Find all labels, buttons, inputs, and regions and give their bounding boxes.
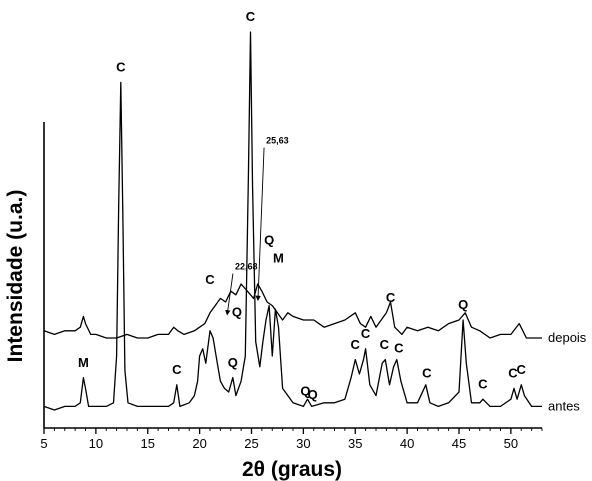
peak-label: C bbox=[422, 366, 432, 381]
x-tick-label: 10 bbox=[89, 436, 103, 451]
annotation-label: 25,63 bbox=[266, 136, 289, 146]
annotations: 22,68 25,63 bbox=[225, 136, 289, 316]
peak-label: C bbox=[394, 340, 404, 355]
peak-label: C bbox=[116, 60, 126, 75]
peak-label: C bbox=[517, 362, 527, 377]
peak-label: C bbox=[246, 9, 256, 24]
series-layer: antes depois bbox=[43, 31, 587, 413]
peak-label: Q bbox=[458, 297, 468, 312]
y-axis-title: Intensidade (u.a.) bbox=[4, 190, 27, 363]
axes: 5 10 15 20 25 30 35 40 45 50 bbox=[40, 122, 543, 451]
series-label-depois: depois bbox=[548, 330, 587, 345]
peak-label: Q bbox=[300, 384, 310, 399]
peak-label: C bbox=[478, 376, 488, 391]
x-axis-title: 2θ (graus) bbox=[242, 458, 342, 481]
annotation-arrow bbox=[225, 273, 234, 316]
annotation-label: 22,68 bbox=[235, 262, 258, 272]
x-tick-label: 15 bbox=[141, 436, 155, 451]
x-tick-label: 35 bbox=[348, 436, 362, 451]
x-tick-label: 50 bbox=[504, 436, 518, 451]
x-tick-label: 5 bbox=[40, 436, 47, 451]
peak-label: M bbox=[273, 250, 284, 265]
peak-label: Q bbox=[264, 232, 274, 247]
x-ticks: 5 10 15 20 25 30 35 40 45 50 bbox=[40, 428, 543, 451]
x-tick-label: 40 bbox=[400, 436, 414, 451]
peak-label: Q bbox=[228, 355, 238, 370]
x-tick-label: 45 bbox=[452, 436, 466, 451]
x-tick-label: 25 bbox=[244, 436, 258, 451]
peak-label: M bbox=[78, 355, 89, 370]
peak-label: Q bbox=[308, 387, 318, 402]
x-tick-label: 20 bbox=[192, 436, 206, 451]
series-line-depois bbox=[43, 283, 542, 339]
peak-label: C bbox=[172, 362, 182, 377]
annotation-arrow bbox=[255, 147, 265, 302]
peak-label: C bbox=[386, 290, 396, 305]
series-label-antes: antes bbox=[548, 398, 580, 413]
peak-label: C bbox=[380, 337, 390, 352]
peak-label: C bbox=[351, 337, 361, 352]
series-line-antes bbox=[43, 31, 542, 411]
peak-label: Q bbox=[232, 304, 242, 319]
peak-label: C bbox=[508, 366, 518, 381]
peak-label: C bbox=[361, 326, 371, 341]
x-tick-label: 30 bbox=[296, 436, 310, 451]
peak-label: C bbox=[205, 272, 215, 287]
